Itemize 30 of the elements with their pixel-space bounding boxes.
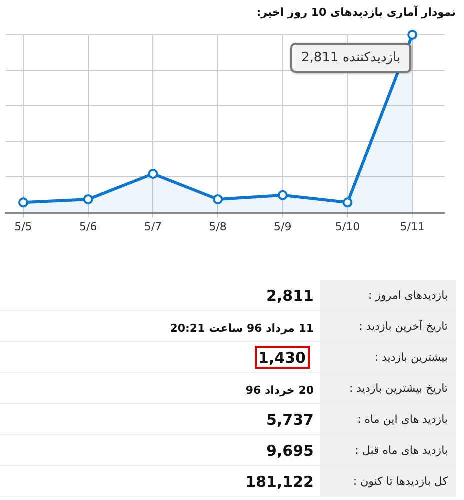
point	[18, 198, 29, 208]
text: بازدید های ماه قبل :	[320, 434, 456, 466]
text: 5,737	[266, 410, 314, 428]
frame-box: 1,430	[254, 346, 310, 368]
x-tick-label: 5/10	[335, 220, 360, 234]
point	[342, 198, 353, 208]
x-tick-label: 5/11	[400, 220, 425, 234]
x-tick-label: 5/8	[209, 220, 227, 234]
point	[148, 169, 158, 180]
text: 9,695	[266, 442, 314, 460]
x-tick-label: 5/7	[144, 220, 162, 234]
text: کل بازدیدها تا کنون :	[320, 466, 456, 496]
text: بازدید های این ماه :	[320, 404, 456, 434]
chart-title: نمودار آماری بازدیدهای 10 روز اخیر:	[256, 6, 456, 19]
text: تاریخ بیشترین بازدید :	[320, 372, 456, 404]
point	[278, 190, 288, 200]
annotation: بازدیدکننده 2,811	[301, 50, 401, 66]
x-tick-label: 5/6	[80, 220, 98, 234]
point	[213, 194, 224, 204]
text: 2,811	[266, 286, 314, 304]
point	[408, 30, 418, 40]
text: بیشترین بازدید :	[320, 342, 456, 372]
text: تاریخ آخرین بازدید :	[320, 310, 456, 342]
text: بازدیدهای امروز :	[320, 280, 456, 310]
x-tick-label: 5/9	[274, 220, 292, 234]
text: 11 مرداد 96 ساعت 20:21	[170, 322, 314, 334]
text: 20 خرداد 96	[246, 384, 314, 396]
x-tick-label: 5/5	[14, 220, 32, 234]
point	[83, 194, 94, 204]
text: 181,122	[246, 472, 314, 490]
